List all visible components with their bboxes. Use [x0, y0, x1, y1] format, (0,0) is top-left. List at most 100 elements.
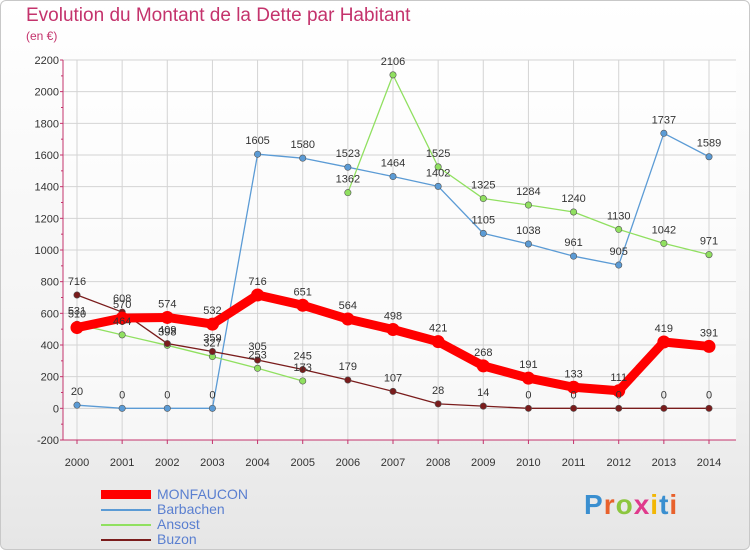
point-ansost: [299, 377, 307, 385]
point-monfaucon: [341, 312, 355, 326]
x-tick-label: 2008: [426, 457, 450, 469]
data-label-barbachen: 905: [610, 246, 628, 258]
point-buzon: [344, 376, 352, 384]
series-line-buzon: [256, 359, 304, 371]
data-label-barbachen: 1038: [516, 225, 540, 237]
point-buzon: [163, 340, 171, 348]
point-buzon: [660, 404, 668, 412]
data-label-buzon: 0: [706, 389, 712, 401]
data-label-barbachen: 1580: [290, 139, 314, 151]
chart-title: Evolution du Montant de la Dette par Hab…: [26, 5, 411, 26]
point-barbachen: [344, 163, 352, 171]
point-monfaucon: [205, 317, 219, 331]
x-tick-label: 2011: [562, 457, 586, 469]
legend-swatch-buzon: [101, 539, 151, 541]
data-label-buzon: 409: [158, 325, 176, 337]
data-label-barbachen: 1589: [697, 138, 721, 150]
series-line-ansost: [663, 242, 710, 256]
data-label-buzon: 28: [432, 385, 444, 397]
data-label-ansost: 253: [248, 349, 266, 361]
data-label-monfaucon: 564: [339, 300, 357, 312]
series-line-buzon: [76, 294, 123, 313]
series-line-monfaucon: [117, 312, 172, 323]
data-label-barbachen: 0: [119, 389, 125, 401]
point-monfaucon: [431, 335, 445, 349]
point-ansost: [434, 163, 442, 171]
data-label-ansost: 2106: [381, 56, 405, 68]
point-ansost: [118, 331, 126, 339]
x-tick-label: 2010: [516, 457, 540, 469]
point-monfaucon: [612, 384, 626, 398]
series-line-ansost: [527, 204, 575, 213]
x-tick-label: 2005: [290, 457, 314, 469]
logo-letter: x: [633, 489, 651, 520]
legend-swatch-monfaucon: [101, 490, 151, 499]
series-line-ansost: [121, 334, 168, 346]
y-tick-label: -200: [37, 435, 59, 447]
data-label-barbachen: 1605: [245, 135, 269, 147]
point-buzon: [479, 402, 487, 410]
point-barbachen: [434, 182, 442, 190]
data-label-monfaucon: 268: [474, 347, 492, 359]
series-line-barbachen: [76, 404, 123, 409]
series-line-ansost: [618, 228, 665, 245]
data-label-ansost: 1362: [336, 174, 360, 186]
data-label-monfaucon: 133: [564, 368, 582, 380]
series-line-buzon: [166, 342, 214, 353]
data-label-buzon: 107: [384, 372, 402, 384]
series-line-monfaucon: [614, 337, 669, 396]
data-label-ansost: 1042: [652, 224, 676, 236]
point-buzon: [434, 400, 442, 408]
point-barbachen: [389, 173, 397, 181]
y-tick-label: 1800: [35, 118, 59, 130]
data-label-ansost: 327: [203, 338, 221, 350]
series-line-monfaucon: [478, 361, 533, 383]
logo-letter: r: [603, 489, 616, 520]
point-barbachen: [705, 153, 713, 161]
point-barbachen: [570, 252, 578, 260]
data-label-barbachen: 1737: [652, 114, 676, 126]
data-label-buzon: 608: [113, 293, 131, 305]
point-monfaucon: [296, 298, 310, 312]
data-label-barbachen: 1402: [426, 167, 450, 179]
series-line-ansost: [392, 74, 439, 168]
series-line-barbachen: [437, 185, 484, 235]
series-line-monfaucon: [207, 290, 263, 329]
data-labels: 20 0 0 0 1605 1580 1523 1464 1402 1105 1038 961 905 1…: [68, 56, 721, 401]
y-tick-label: 2000: [35, 87, 59, 99]
data-label-monfaucon: 498: [384, 310, 402, 322]
point-ansost: [705, 251, 713, 259]
point-buzon: [705, 404, 713, 412]
series-line-monfaucon: [433, 337, 488, 371]
data-label-monfaucon: 651: [294, 286, 312, 298]
point-ansost: [524, 201, 532, 209]
series-line-monfaucon: [72, 313, 127, 333]
y-tick-label: 0: [53, 403, 59, 415]
series-line-monfaucon: [253, 290, 308, 310]
point-ansost: [254, 364, 262, 372]
y-tick-label: 200: [41, 372, 59, 384]
point-ansost: [615, 225, 623, 233]
data-label-ansost: 1525: [426, 148, 450, 160]
legend-swatch-ansost: [101, 524, 151, 526]
proxiti-logo: Proxiti: [584, 489, 678, 521]
point-barbachen: [73, 401, 81, 409]
data-label-ansost: 1130: [607, 210, 631, 222]
point-barbachen: [208, 404, 216, 412]
x-tick-label: 2009: [471, 457, 495, 469]
point-buzon: [570, 404, 578, 412]
series-line-barbachen: [572, 255, 620, 266]
data-label-monfaucon: 510: [68, 309, 86, 321]
data-label-buzon: 716: [68, 276, 86, 288]
data-label-monfaucon: 574: [158, 298, 176, 310]
data-label-buzon: 0: [571, 389, 577, 401]
point-monfaucon: [521, 371, 535, 385]
point-buzon: [299, 366, 307, 374]
point-barbachen: [479, 229, 487, 237]
legend-label-ansost: Ansost: [157, 516, 200, 532]
data-label-barbachen: 1523: [336, 148, 360, 160]
point-monfaucon: [657, 335, 671, 349]
chart-subtitle: (en €): [26, 29, 58, 43]
y-tick-label: 1200: [35, 213, 59, 225]
